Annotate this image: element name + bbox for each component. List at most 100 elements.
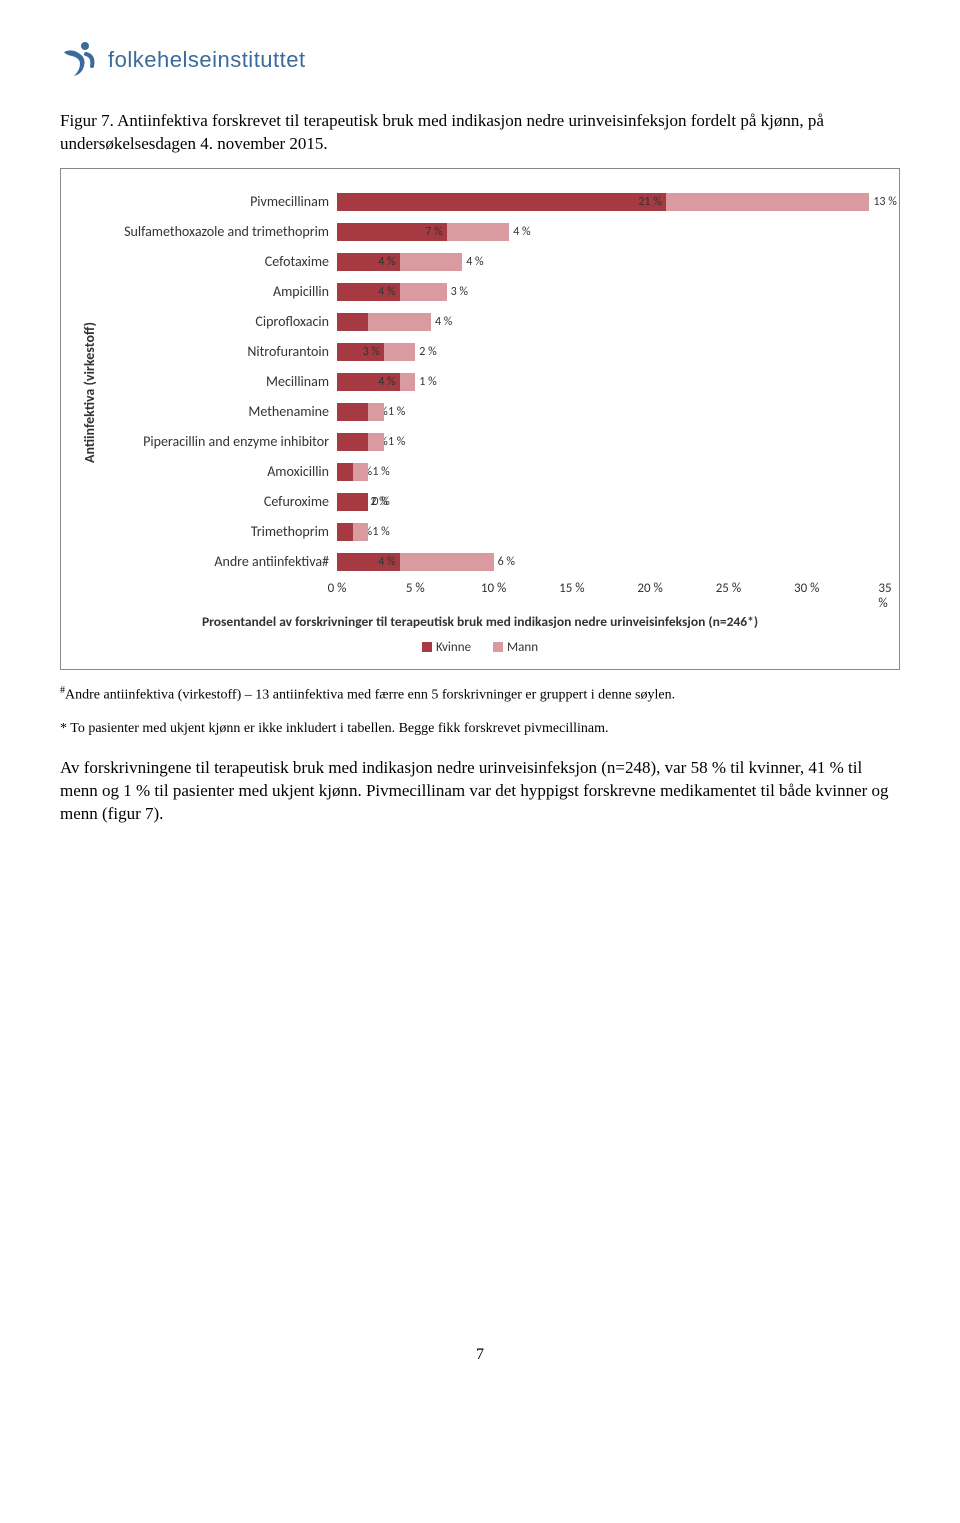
chart-row: Ampicillin 4 % 3 %	[104, 277, 885, 307]
bar-mann: 4 %	[447, 223, 510, 241]
bar-area: 4 % 6 %	[337, 547, 885, 577]
legend-swatch	[493, 642, 503, 652]
logo-text: folkehelseinstituttet	[108, 47, 306, 73]
bar-area: 2 % 0 %	[337, 487, 885, 517]
xaxis-tick: 30 %	[794, 581, 819, 596]
bar-area: 7 % 4 %	[337, 217, 885, 247]
bar-area: 2 %1 %	[337, 397, 885, 427]
bar-kvinne-label: 4 %	[378, 285, 395, 299]
logo-icon	[60, 40, 100, 80]
bar-kvinne: 2 %	[337, 313, 368, 331]
category-label: Ampicillin	[104, 283, 337, 300]
bar-mann: 1 %	[353, 523, 369, 541]
legend-item: Kvinne	[422, 640, 471, 655]
bar-mann: 1 %	[400, 373, 416, 391]
category-label: Pivmecillinam	[104, 193, 337, 210]
bar-area: 21 % 13 %	[337, 187, 885, 217]
bar-area: 1 %1 %	[337, 517, 885, 547]
chart-row: Ciprofloxacin2 %4 %	[104, 307, 885, 337]
bar-kvinne: 4 %	[337, 373, 400, 391]
category-label: Mecillinam	[104, 373, 337, 390]
bar-kvinne: 2 %	[337, 433, 368, 451]
figure-caption: Figur 7. Antiinfektiva forskrevet til te…	[60, 110, 900, 156]
bar-mann-label: 4 %	[435, 315, 452, 329]
xaxis-tick: 15 %	[559, 581, 584, 596]
category-label: Nitrofurantoin	[104, 343, 337, 360]
chart-row: Mecillinam 4 % 1 %	[104, 367, 885, 397]
bar-kvinne-label: 3 %	[363, 345, 380, 359]
bar-area: 2 %4 %	[337, 307, 885, 337]
bar-mann-label: 1 %	[372, 525, 389, 539]
xaxis-title: Prosentandel av forskrivninger til terap…	[75, 613, 885, 630]
bar-kvinne-label: 4 %	[378, 555, 395, 569]
footnote-hash: #Andre antiinfektiva (virkestoff) – 13 a…	[60, 684, 900, 705]
xaxis-tick: 25 %	[716, 581, 741, 596]
bar-kvinne: 1 %	[337, 523, 353, 541]
legend-swatch	[422, 642, 432, 652]
category-label: Methenamine	[104, 403, 337, 420]
bar-area: 1 %1 %	[337, 457, 885, 487]
legend-label: Mann	[507, 640, 538, 655]
bar-mann: 2 %	[384, 343, 415, 361]
page-number: 7	[60, 1346, 900, 1364]
bar-area: 4 % 1 %	[337, 367, 885, 397]
body-paragraph: Av forskrivningene til terapeutisk bruk …	[60, 757, 900, 826]
bar-kvinne: 2 %	[337, 493, 368, 511]
xaxis-tick: 35 %	[878, 581, 891, 611]
bar-kvinne: 1 %	[337, 463, 353, 481]
chart-row: Cefotaxime4 %4 %	[104, 247, 885, 277]
category-label: Amoxicillin	[104, 463, 337, 480]
category-label: Ciprofloxacin	[104, 313, 337, 330]
xaxis-tick: 20 %	[637, 581, 662, 596]
bar-area: 4 % 3 %	[337, 277, 885, 307]
bar-mann-label: 1 %	[419, 375, 436, 389]
bar-area: 2 %1 %	[337, 427, 885, 457]
bar-mann-label: 13 %	[873, 195, 896, 209]
bar-mann-label: 6 %	[498, 555, 515, 569]
footnote-star: * To pasienter med ukjent kjønn er ikke …	[60, 719, 900, 739]
bar-kvinne: 21 %	[337, 193, 666, 211]
bar-mann-label: 2 %	[419, 345, 436, 359]
legend: Kvinne Mann	[75, 640, 885, 655]
bar-kvinne-label: 4 %	[378, 375, 395, 389]
bar-mann: 13 %	[666, 193, 870, 211]
chart-row: Nitrofurantoin 3 % 2 %	[104, 337, 885, 367]
bar-mann: 4 %	[400, 253, 463, 271]
bar-kvinne: 2 %	[337, 403, 368, 421]
bar-mann: 1 %	[368, 433, 384, 451]
bar-kvinne: 3 %	[337, 343, 384, 361]
chart-row: Piperacillin and enzyme inhibitor2 %1 %	[104, 427, 885, 457]
chart-row: Amoxicillin1 %1 %	[104, 457, 885, 487]
logo: folkehelseinstituttet	[60, 40, 900, 80]
bar-mann-label: 1 %	[388, 435, 405, 449]
legend-item: Mann	[493, 640, 538, 655]
bar-mann-label: 3 %	[451, 285, 468, 299]
bar-kvinne: 4 %	[337, 283, 400, 301]
xaxis-tick: 0 %	[328, 581, 347, 596]
category-label: Andre antiinfektiva#	[104, 553, 337, 570]
chart-container: Antiinfektiva (virkestoff) Pivmecillinam…	[60, 168, 900, 670]
yaxis-title: Antiinfektiva (virkestoff)	[75, 187, 104, 599]
category-label: Trimethoprim	[104, 523, 337, 540]
bar-mann: 6 %	[400, 553, 494, 571]
chart-row: Andre antiinfektiva# 4 % 6 %	[104, 547, 885, 577]
chart-row: Trimethoprim1 %1 %	[104, 517, 885, 547]
category-label: Cefuroxime	[104, 493, 337, 510]
bar-mann-label: 1 %	[388, 405, 405, 419]
bar-kvinne-label: 4 %	[378, 255, 395, 269]
bar-mann: 4 %	[368, 313, 431, 331]
bar-kvinne-label: 7 %	[425, 225, 442, 239]
category-label: Cefotaxime	[104, 253, 337, 270]
bar-kvinne-label: 21 %	[638, 195, 661, 209]
xaxis-tick: 10 %	[481, 581, 506, 596]
bar-mann-label: 0 %	[372, 495, 389, 509]
bar-mann-label: 4 %	[513, 225, 530, 239]
chart-row: Methenamine2 %1 %	[104, 397, 885, 427]
chart-row: Pivmecillinam 21 % 13 %	[104, 187, 885, 217]
plot-area: Pivmecillinam21 %13 %Sulfamethoxazole an…	[104, 187, 885, 599]
bar-mann-label: 4 %	[466, 255, 483, 269]
bar-mann: 1 %	[368, 403, 384, 421]
footnote-hash-text: Andre antiinfektiva (virkestoff) – 13 an…	[65, 688, 675, 703]
xaxis: 0 %5 %10 %15 %20 %25 %30 %35 %	[104, 581, 885, 599]
xaxis-tick: 5 %	[406, 581, 425, 596]
